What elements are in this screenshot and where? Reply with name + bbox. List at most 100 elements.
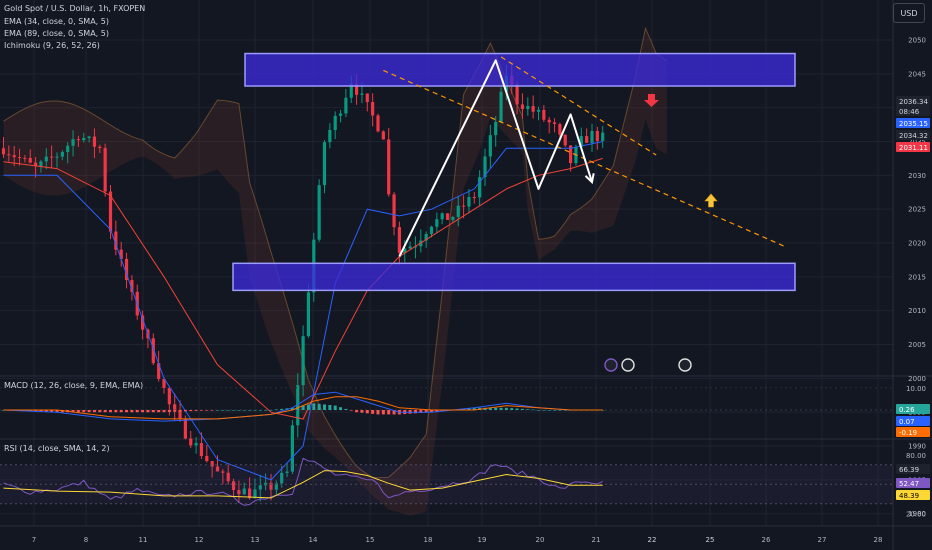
candle bbox=[183, 415, 187, 440]
macd-histogram-bar bbox=[178, 410, 182, 412]
time-tick-label: 19 bbox=[478, 536, 487, 544]
macd-histogram-bar bbox=[55, 410, 59, 413]
candle-body bbox=[124, 258, 129, 281]
rsi-label-box bbox=[896, 464, 930, 474]
candle bbox=[199, 432, 204, 459]
macd-histogram-bar bbox=[323, 404, 326, 410]
candle bbox=[445, 213, 450, 220]
macd-label-box bbox=[896, 416, 930, 426]
price-axis-label: 2034.32 bbox=[899, 132, 928, 140]
time-tick-label: 7 bbox=[32, 536, 36, 544]
rsi-panel bbox=[0, 464, 893, 505]
candle-body bbox=[558, 124, 562, 135]
candle-body bbox=[301, 336, 305, 386]
ema34-line bbox=[3, 141, 603, 481]
indicator-ema34-label[interactable]: EMA (34, close, 0, SMA, 5) bbox=[4, 17, 109, 26]
candle bbox=[92, 128, 97, 159]
macd-histogram-bar bbox=[333, 405, 337, 410]
macd-histogram-bar bbox=[242, 410, 246, 411]
macd-histogram-bar bbox=[87, 410, 91, 413]
price-tick-label: 2020 bbox=[908, 240, 926, 248]
candle-body bbox=[92, 136, 97, 147]
candle bbox=[119, 241, 123, 267]
rsi-title[interactable]: RSI (14, close, SMA, 14, 2) bbox=[4, 444, 110, 453]
macd-histogram-bar bbox=[125, 410, 129, 413]
macd-title[interactable]: MACD (12, 26, close, 9, EMA, EMA) bbox=[4, 381, 144, 390]
candle bbox=[333, 111, 337, 140]
macd-label-box bbox=[896, 404, 930, 414]
candle bbox=[338, 109, 343, 123]
candle bbox=[488, 124, 492, 169]
time-tick-label: 27 bbox=[818, 536, 827, 544]
candle-body bbox=[17, 157, 22, 159]
candle bbox=[215, 455, 220, 472]
resistance-zone bbox=[244, 52, 796, 87]
macd-histogram-bar bbox=[189, 410, 193, 412]
macd-histogram-bar bbox=[488, 407, 492, 410]
macd-histogram-bar bbox=[376, 410, 380, 415]
macd-histogram-bar bbox=[499, 407, 503, 410]
candle-body bbox=[456, 205, 460, 217]
macd-histogram-bar bbox=[558, 410, 562, 411]
candle-body bbox=[381, 131, 385, 140]
macd-histogram-bar bbox=[537, 410, 540, 411]
candle bbox=[376, 113, 380, 133]
macd-histogram-bar bbox=[419, 410, 423, 413]
macd-histogram-bar bbox=[339, 407, 343, 410]
candle-body bbox=[178, 409, 182, 419]
candle bbox=[173, 393, 177, 421]
time-tick-label: 13 bbox=[251, 536, 260, 544]
price-tick-label: 2045 bbox=[908, 70, 926, 78]
price-tick-label: 2000 bbox=[908, 375, 926, 383]
macd-line bbox=[3, 391, 603, 422]
macd-histogram-bar bbox=[253, 410, 257, 411]
candle bbox=[381, 130, 385, 140]
up-arrow-icon bbox=[704, 193, 718, 208]
rsi-value-label: 52.47 bbox=[899, 480, 919, 488]
candle bbox=[306, 284, 311, 338]
candle-body bbox=[119, 249, 123, 259]
candle bbox=[392, 191, 396, 236]
macd-histogram-bar bbox=[290, 407, 294, 410]
candle-body bbox=[585, 136, 589, 143]
rsi-line bbox=[3, 457, 603, 506]
macd-histogram-bar bbox=[381, 410, 385, 415]
macd-histogram-bar bbox=[205, 410, 209, 411]
candle bbox=[542, 105, 546, 123]
candle bbox=[76, 135, 80, 147]
macd-histogram-bar bbox=[114, 410, 118, 413]
candle-body bbox=[274, 483, 278, 490]
macd-value-label: 0.26 bbox=[899, 406, 915, 414]
candle bbox=[371, 93, 375, 127]
price-label-box bbox=[896, 130, 930, 140]
candle bbox=[82, 132, 86, 143]
macd-histogram-bar bbox=[531, 409, 535, 411]
candle-body bbox=[231, 481, 236, 490]
candle-body bbox=[87, 136, 91, 139]
candle-body bbox=[349, 83, 353, 98]
macd-histogram-bar bbox=[28, 410, 32, 412]
candle bbox=[317, 179, 321, 242]
time-tick-label: 11 bbox=[139, 536, 148, 544]
candle-body bbox=[435, 219, 439, 227]
price-tick-label: 2015 bbox=[908, 273, 926, 281]
candle-body bbox=[365, 93, 369, 103]
candle-body bbox=[12, 155, 16, 158]
candle bbox=[87, 135, 91, 143]
candle bbox=[558, 122, 562, 139]
macd-histogram-bar bbox=[216, 410, 219, 411]
candle bbox=[590, 123, 594, 152]
candle-body bbox=[333, 115, 337, 130]
macd-histogram-bar bbox=[563, 410, 567, 411]
candle bbox=[563, 134, 567, 148]
indicator-ichimoku-label[interactable]: Ichimoku (9, 26, 52, 26) bbox=[4, 41, 100, 50]
currency-button[interactable]: USD bbox=[893, 3, 925, 23]
candle-body bbox=[499, 91, 503, 122]
macd-histogram-bar bbox=[365, 410, 369, 414]
candle-body bbox=[371, 102, 375, 116]
indicator-ema89-label[interactable]: EMA (89, close, 0, SMA, 5) bbox=[4, 29, 109, 38]
candle-body bbox=[344, 97, 348, 114]
candle bbox=[483, 148, 487, 186]
candle-body bbox=[494, 121, 498, 136]
